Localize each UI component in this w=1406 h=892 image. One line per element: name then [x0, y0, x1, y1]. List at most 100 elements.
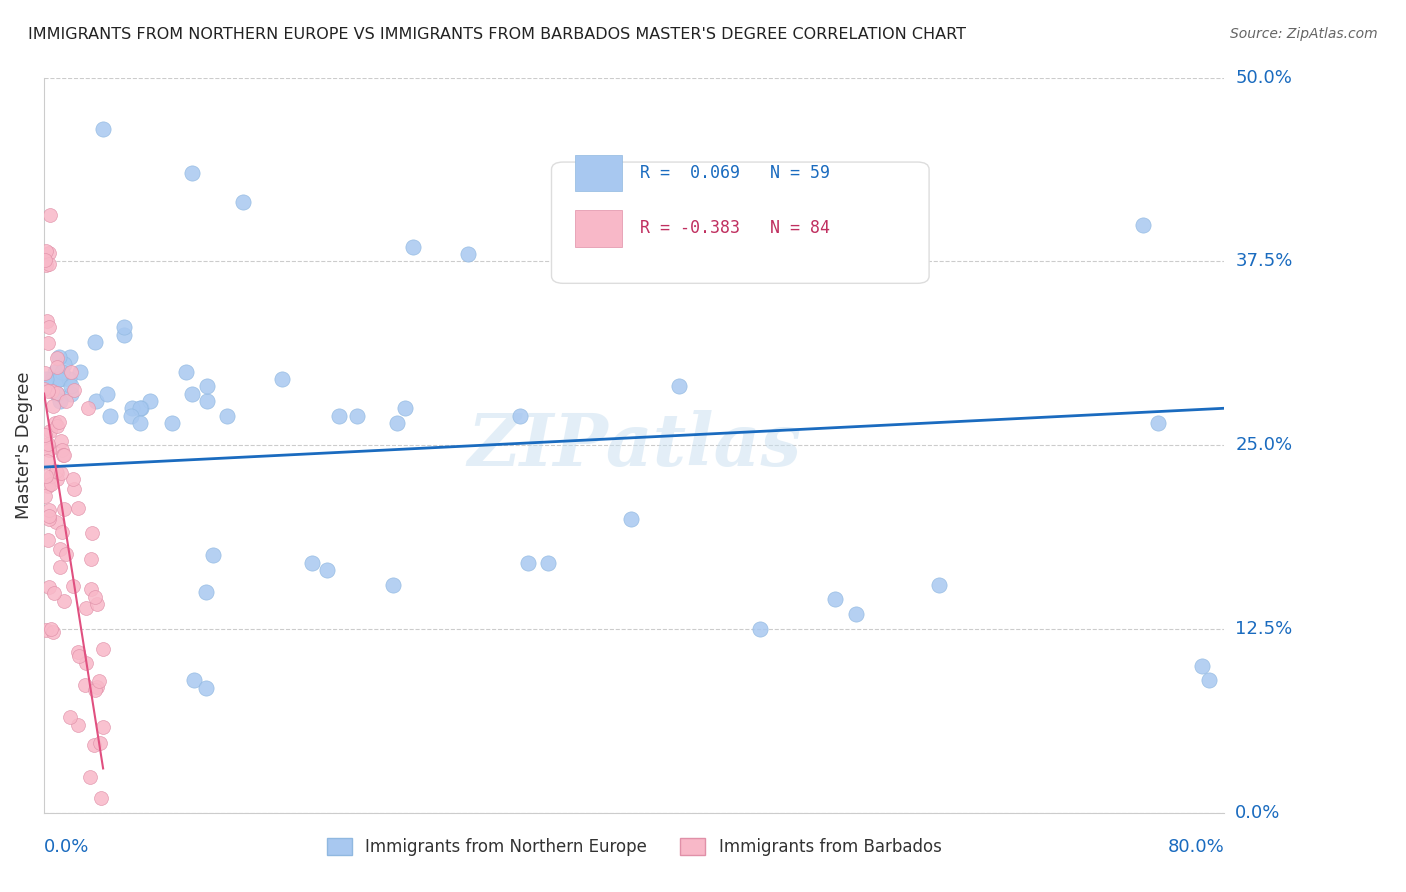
Immigrants from Barbados — [55, 548, 77, 562]
Immigrants from Northern Europe — [382, 577, 405, 591]
Immigrants from Northern Europe — [301, 556, 323, 570]
Text: 0.0%: 0.0% — [44, 838, 90, 856]
Immigrants from Barbados — [79, 770, 101, 784]
Immigrants from Barbados — [67, 717, 90, 731]
Immigrants from Barbados — [59, 710, 82, 724]
Immigrants from Barbados — [38, 580, 60, 594]
Immigrants from Barbados — [35, 623, 58, 637]
Immigrants from Barbados — [48, 415, 70, 429]
Immigrants from Northern Europe — [195, 585, 218, 599]
Immigrants from Barbados — [32, 382, 55, 396]
Y-axis label: Master's Degree: Master's Degree — [15, 371, 32, 519]
Immigrants from Barbados — [35, 244, 58, 258]
Immigrants from Barbados — [37, 336, 59, 351]
Immigrants from Barbados — [42, 399, 65, 413]
Immigrants from Barbados — [37, 384, 59, 398]
Immigrants from Barbados — [38, 502, 60, 516]
Immigrants from Northern Europe — [96, 386, 118, 401]
Immigrants from Barbados — [37, 478, 59, 492]
Point — [180, 166, 202, 180]
Bar — [575, 154, 623, 192]
Immigrants from Barbados — [53, 449, 76, 463]
Immigrants from Barbados — [39, 476, 62, 491]
Immigrants from Northern Europe — [59, 379, 82, 393]
Immigrants from Northern Europe — [824, 592, 846, 607]
Immigrants from Barbados — [49, 541, 72, 556]
Immigrants from Northern Europe — [620, 511, 643, 525]
Immigrants from Northern Europe — [668, 379, 690, 393]
Immigrants from Barbados — [46, 386, 69, 401]
Immigrants from Barbados — [45, 464, 67, 478]
Immigrants from Barbados — [62, 471, 84, 485]
Immigrants from Northern Europe — [1146, 416, 1168, 430]
Immigrants from Northern Europe — [183, 673, 205, 688]
Text: IMMIGRANTS FROM NORTHERN EUROPE VS IMMIGRANTS FROM BARBADOS MASTER'S DEGREE CORR: IMMIGRANTS FROM NORTHERN EUROPE VS IMMIG… — [28, 27, 966, 42]
Immigrants from Barbados — [91, 720, 114, 734]
Immigrants from Northern Europe — [35, 372, 58, 386]
Text: Source: ZipAtlas.com: Source: ZipAtlas.com — [1230, 27, 1378, 41]
Immigrants from Northern Europe — [537, 556, 560, 570]
Immigrants from Northern Europe — [516, 556, 538, 570]
Immigrants from Barbados — [38, 509, 60, 524]
Immigrants from Northern Europe — [44, 365, 66, 379]
Point — [402, 239, 425, 253]
Text: ZIPatlas: ZIPatlas — [467, 409, 801, 481]
Immigrants from Northern Europe — [128, 416, 150, 430]
Text: 0.0%: 0.0% — [1236, 804, 1281, 822]
Immigrants from Northern Europe — [120, 409, 142, 423]
Immigrants from Barbados — [45, 351, 67, 365]
Immigrants from Barbados — [62, 383, 84, 397]
Immigrants from Northern Europe — [385, 416, 408, 430]
Immigrants from Barbados — [67, 648, 90, 663]
Immigrants from Barbados — [52, 448, 75, 462]
Immigrants from Barbados — [48, 559, 70, 574]
Immigrants from Barbados — [45, 418, 67, 433]
Immigrants from Northern Europe — [69, 365, 91, 379]
Immigrants from Barbados — [90, 790, 112, 805]
Immigrants from Barbados — [80, 582, 103, 596]
Immigrants from Barbados — [83, 739, 105, 753]
Immigrants from Barbados — [38, 257, 60, 271]
Immigrants from Northern Europe — [271, 372, 294, 386]
Immigrants from Northern Europe — [59, 350, 82, 364]
Immigrants from Barbados — [51, 434, 73, 449]
Immigrants from Northern Europe — [58, 372, 80, 386]
Immigrants from Northern Europe — [174, 365, 197, 379]
Immigrants from Northern Europe — [845, 607, 868, 621]
Immigrants from Barbados — [83, 590, 105, 604]
Immigrants from Barbados — [89, 673, 111, 688]
Immigrants from Barbados — [37, 439, 59, 453]
Immigrants from Northern Europe — [45, 386, 67, 401]
Immigrants from Barbados — [75, 601, 97, 615]
Immigrants from Northern Europe — [1198, 673, 1220, 688]
Immigrants from Northern Europe — [328, 409, 350, 423]
Immigrants from Northern Europe — [84, 393, 107, 408]
Immigrants from Northern Europe — [48, 372, 70, 386]
Immigrants from Barbados — [86, 680, 108, 694]
Immigrants from Barbados — [86, 597, 108, 611]
Immigrants from Northern Europe — [48, 350, 70, 364]
Immigrants from Northern Europe — [128, 401, 150, 416]
Immigrants from Barbados — [63, 482, 86, 496]
Immigrants from Barbados — [45, 515, 67, 529]
Text: R = -0.383   N = 84: R = -0.383 N = 84 — [640, 219, 830, 237]
Immigrants from Barbados — [35, 258, 58, 272]
Immigrants from Barbados — [73, 678, 96, 692]
Immigrants from Barbados — [35, 314, 58, 328]
Immigrants from Barbados — [82, 526, 104, 541]
Immigrants from Barbados — [34, 428, 56, 442]
Immigrants from Barbados — [66, 501, 89, 516]
Immigrants from Barbados — [46, 466, 69, 480]
Immigrants from Northern Europe — [195, 379, 218, 393]
Immigrants from Northern Europe — [1132, 218, 1154, 232]
Text: 37.5%: 37.5% — [1236, 252, 1292, 270]
Text: 12.5%: 12.5% — [1236, 620, 1292, 638]
Immigrants from Barbados — [51, 524, 73, 539]
Text: 80.0%: 80.0% — [1167, 838, 1225, 856]
Immigrants from Barbados — [39, 424, 62, 438]
Immigrants from Barbados — [38, 320, 60, 334]
Immigrants from Northern Europe — [112, 320, 135, 334]
Immigrants from Northern Europe — [112, 327, 135, 342]
Immigrants from Barbados — [80, 551, 103, 566]
Immigrants from Northern Europe — [195, 681, 218, 695]
